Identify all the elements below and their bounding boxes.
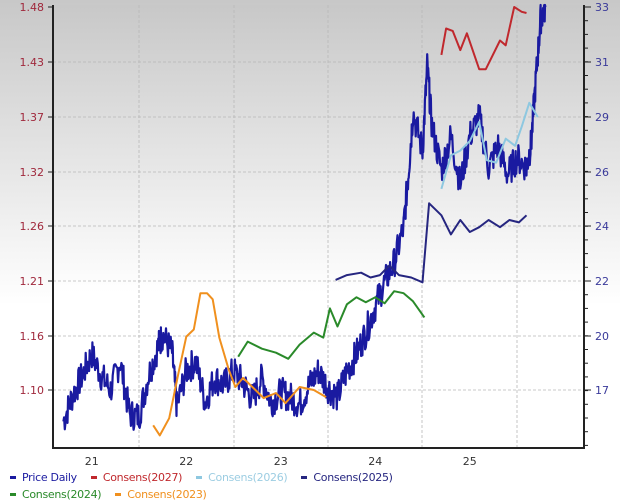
series-price-daily <box>62 3 547 431</box>
x-tick-label: 22 <box>179 455 193 468</box>
right-axis-ticks: 33 31 29 26 24 22 20 17 <box>584 1 609 446</box>
legend-item-consens-2026[interactable]: Consens(2026) <box>196 469 288 486</box>
x-axis-ticks: 21 22 23 24 25 <box>85 455 477 468</box>
legend-swatch <box>90 476 97 479</box>
legend-label: Price Daily <box>22 471 77 484</box>
series-lines <box>62 3 547 437</box>
x-tick-label: 25 <box>463 455 477 468</box>
legend-item-consens-2023[interactable]: Consens(2023) <box>115 486 207 503</box>
legend-label: Consens(2023) <box>127 488 207 501</box>
legend-item-consens-2027[interactable]: Consens(2027) <box>90 469 183 486</box>
left-tick-label: 1.10 <box>20 384 45 397</box>
right-tick-label: 26 <box>595 166 609 179</box>
gridlines <box>53 5 584 448</box>
legend-swatch <box>115 493 122 496</box>
legend-label: Consens(2025) <box>313 471 393 484</box>
series-consens-2023 <box>152 292 327 437</box>
legend-swatch <box>10 493 16 496</box>
legend-item-price-daily[interactable]: Price Daily <box>10 469 77 486</box>
right-tick-label: 29 <box>595 111 609 124</box>
series-consens-2024 <box>237 290 426 360</box>
legend-label: Consens(2026) <box>208 471 288 484</box>
legend-row-2: Consens(2024) Consens(2023) <box>10 486 407 503</box>
legend-item-consens-2025[interactable]: Consens(2025) <box>301 469 393 486</box>
left-axis-ticks: 1.48 1.43 1.37 1.32 1.26 1.21 1.16 1.10 <box>20 1 53 397</box>
x-tick-label: 21 <box>85 455 99 468</box>
legend-row-1: Price Daily Consens(2027) Consens(2026) … <box>10 469 407 486</box>
legend-label: Consens(2024) <box>22 488 102 501</box>
right-tick-label: 24 <box>595 220 609 233</box>
right-tick-label: 22 <box>595 275 609 288</box>
left-tick-label: 1.43 <box>20 56 45 69</box>
series-consens-2026 <box>440 101 539 190</box>
chart-area: 1.48 1.43 1.37 1.32 1.26 1.21 1.16 1.10 33 31 29 2… <box>0 0 620 470</box>
legend-swatch <box>301 476 308 479</box>
legend-swatch <box>196 476 203 479</box>
legend-item-consens-2024[interactable]: Consens(2024) <box>10 486 102 503</box>
series-consens-2027 <box>440 6 527 71</box>
left-tick-label: 1.26 <box>20 220 45 233</box>
left-tick-label: 1.16 <box>20 330 45 343</box>
legend-label: Consens(2027) <box>102 471 183 484</box>
left-tick-label: 1.32 <box>20 166 45 179</box>
left-tick-label: 1.37 <box>20 111 45 124</box>
right-tick-label: 33 <box>595 1 609 14</box>
x-tick-label: 24 <box>368 455 382 468</box>
right-tick-label: 17 <box>595 384 609 397</box>
x-tick-label: 23 <box>274 455 288 468</box>
right-tick-label: 31 <box>595 56 609 69</box>
left-tick-label: 1.21 <box>20 275 45 288</box>
series-consens-2025 <box>335 202 528 284</box>
legend-swatch <box>10 476 16 479</box>
left-tick-label: 1.48 <box>20 1 45 14</box>
legend: Price Daily Consens(2027) Consens(2026) … <box>10 469 407 503</box>
right-tick-label: 20 <box>595 330 609 343</box>
